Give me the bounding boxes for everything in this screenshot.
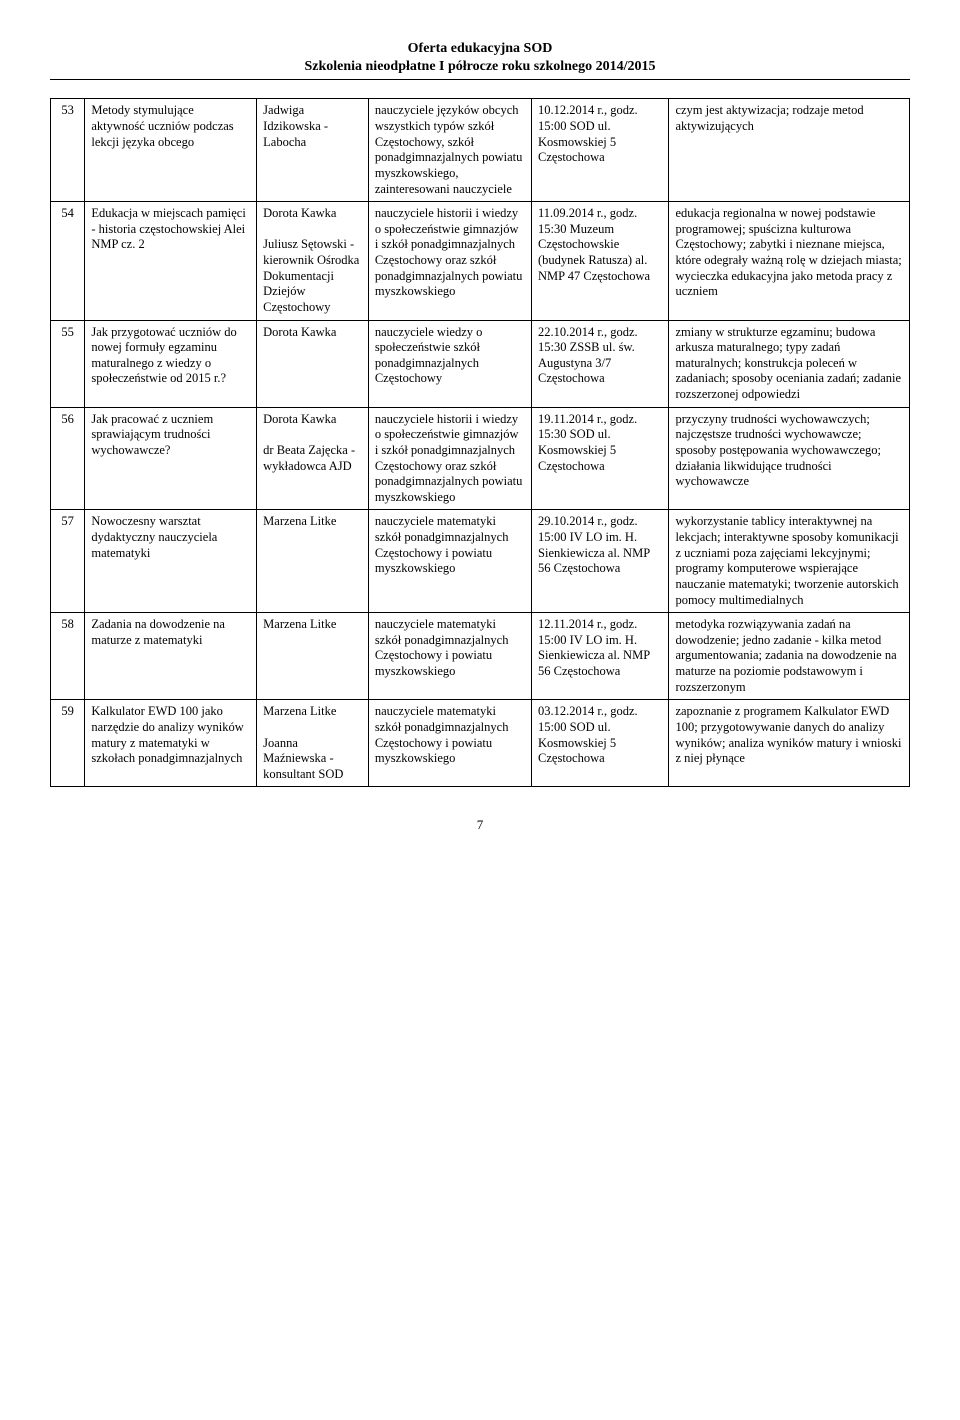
- cell-audience: nauczyciele historii i wiedzy o społecze…: [368, 202, 531, 320]
- cell-description: zapoznanie z programem Kalkulator EWD 10…: [669, 700, 910, 787]
- cell-description: edukacja regionalna w nowej podstawie pr…: [669, 202, 910, 320]
- cell-authors: Marzena Litke: [257, 613, 369, 700]
- cell-date: 10.12.2014 r., godz. 15:00 SOD ul. Kosmo…: [532, 99, 669, 202]
- row-number: 55: [51, 320, 85, 407]
- table-row: 56Jak pracować z uczniem sprawiającym tr…: [51, 407, 910, 510]
- table-row: 57Nowoczesny warsztat dydaktyczny nauczy…: [51, 510, 910, 613]
- cell-audience: nauczyciele historii i wiedzy o społecze…: [368, 407, 531, 510]
- table-row: 53Metody stymulujące aktywność uczniów p…: [51, 99, 910, 202]
- table-row: 55Jak przygotować uczniów do nowej formu…: [51, 320, 910, 407]
- cell-topic: Metody stymulujące aktywność uczniów pod…: [85, 99, 257, 202]
- cell-date: 22.10.2014 r., godz. 15:30 ZSSB ul. św. …: [532, 320, 669, 407]
- cell-authors: Marzena LitkeJoanna Maźniewska - konsult…: [257, 700, 369, 787]
- header-line-1: Oferta edukacyjna SOD: [50, 40, 910, 58]
- cell-audience: nauczyciele matematyki szkół ponadgimnaz…: [368, 510, 531, 613]
- row-number: 57: [51, 510, 85, 613]
- cell-date: 03.12.2014 r., godz. 15:00 SOD ul. Kosmo…: [532, 700, 669, 787]
- cell-date: 11.09.2014 r., godz. 15:30 Muzeum Często…: [532, 202, 669, 320]
- cell-audience: nauczyciele matematyki szkół ponadgimnaz…: [368, 613, 531, 700]
- cell-authors: Dorota KawkaJuliusz Sętowski - kierownik…: [257, 202, 369, 320]
- cell-topic: Zadania na dowodzenie na maturze z matem…: [85, 613, 257, 700]
- row-number: 59: [51, 700, 85, 787]
- cell-date: 19.11.2014 r., godz. 15:30 SOD ul. Kosmo…: [532, 407, 669, 510]
- cell-authors: Jadwiga Idzikowska -Labocha: [257, 99, 369, 202]
- cell-topic: Edukacja w miejscach pamięci - historia …: [85, 202, 257, 320]
- cell-date: 12.11.2014 r., godz. 15:00 IV LO im. H. …: [532, 613, 669, 700]
- row-number: 58: [51, 613, 85, 700]
- cell-authors: Marzena Litke: [257, 510, 369, 613]
- cell-description: zmiany w strukturze egzaminu; budowa ark…: [669, 320, 910, 407]
- page-number: 7: [50, 817, 910, 833]
- header-line-2: Szkolenia nieodpłatne I półrocze roku sz…: [50, 58, 910, 76]
- table-row: 59Kalkulator EWD 100 jako narzędzie do a…: [51, 700, 910, 787]
- cell-audience: nauczyciele języków obcych wszystkich ty…: [368, 99, 531, 202]
- cell-date: 29.10.2014 r., godz. 15:00 IV LO im. H. …: [532, 510, 669, 613]
- cell-description: wykorzystanie tablicy interaktywnej na l…: [669, 510, 910, 613]
- cell-authors: Dorota Kawkadr Beata Zajęcka - wykładowc…: [257, 407, 369, 510]
- cell-topic: Jak przygotować uczniów do nowej formuły…: [85, 320, 257, 407]
- page: Oferta edukacyjna SOD Szkolenia nieodpła…: [0, 0, 960, 863]
- cell-topic: Kalkulator EWD 100 jako narzędzie do ana…: [85, 700, 257, 787]
- cell-audience: nauczyciele wiedzy o społeczeństwie szkó…: [368, 320, 531, 407]
- cell-description: metodyka rozwiązywania zadań na dowodzen…: [669, 613, 910, 700]
- header-rule: [50, 79, 910, 80]
- cell-description: czym jest aktywizacja; rodzaje metod akt…: [669, 99, 910, 202]
- row-number: 56: [51, 407, 85, 510]
- cell-description: przyczyny trudności wychowawczych; najcz…: [669, 407, 910, 510]
- doc-header: Oferta edukacyjna SOD Szkolenia nieodpła…: [50, 40, 910, 76]
- cell-audience: nauczyciele matematyki szkół ponadgimnaz…: [368, 700, 531, 787]
- row-number: 54: [51, 202, 85, 320]
- schedule-table: 53Metody stymulujące aktywność uczniów p…: [50, 98, 910, 787]
- table-row: 54Edukacja w miejscach pamięci - histori…: [51, 202, 910, 320]
- row-number: 53: [51, 99, 85, 202]
- cell-topic: Nowoczesny warsztat dydaktyczny nauczyci…: [85, 510, 257, 613]
- table-row: 58Zadania na dowodzenie na maturze z mat…: [51, 613, 910, 700]
- cell-topic: Jak pracować z uczniem sprawiającym trud…: [85, 407, 257, 510]
- cell-authors: Dorota Kawka: [257, 320, 369, 407]
